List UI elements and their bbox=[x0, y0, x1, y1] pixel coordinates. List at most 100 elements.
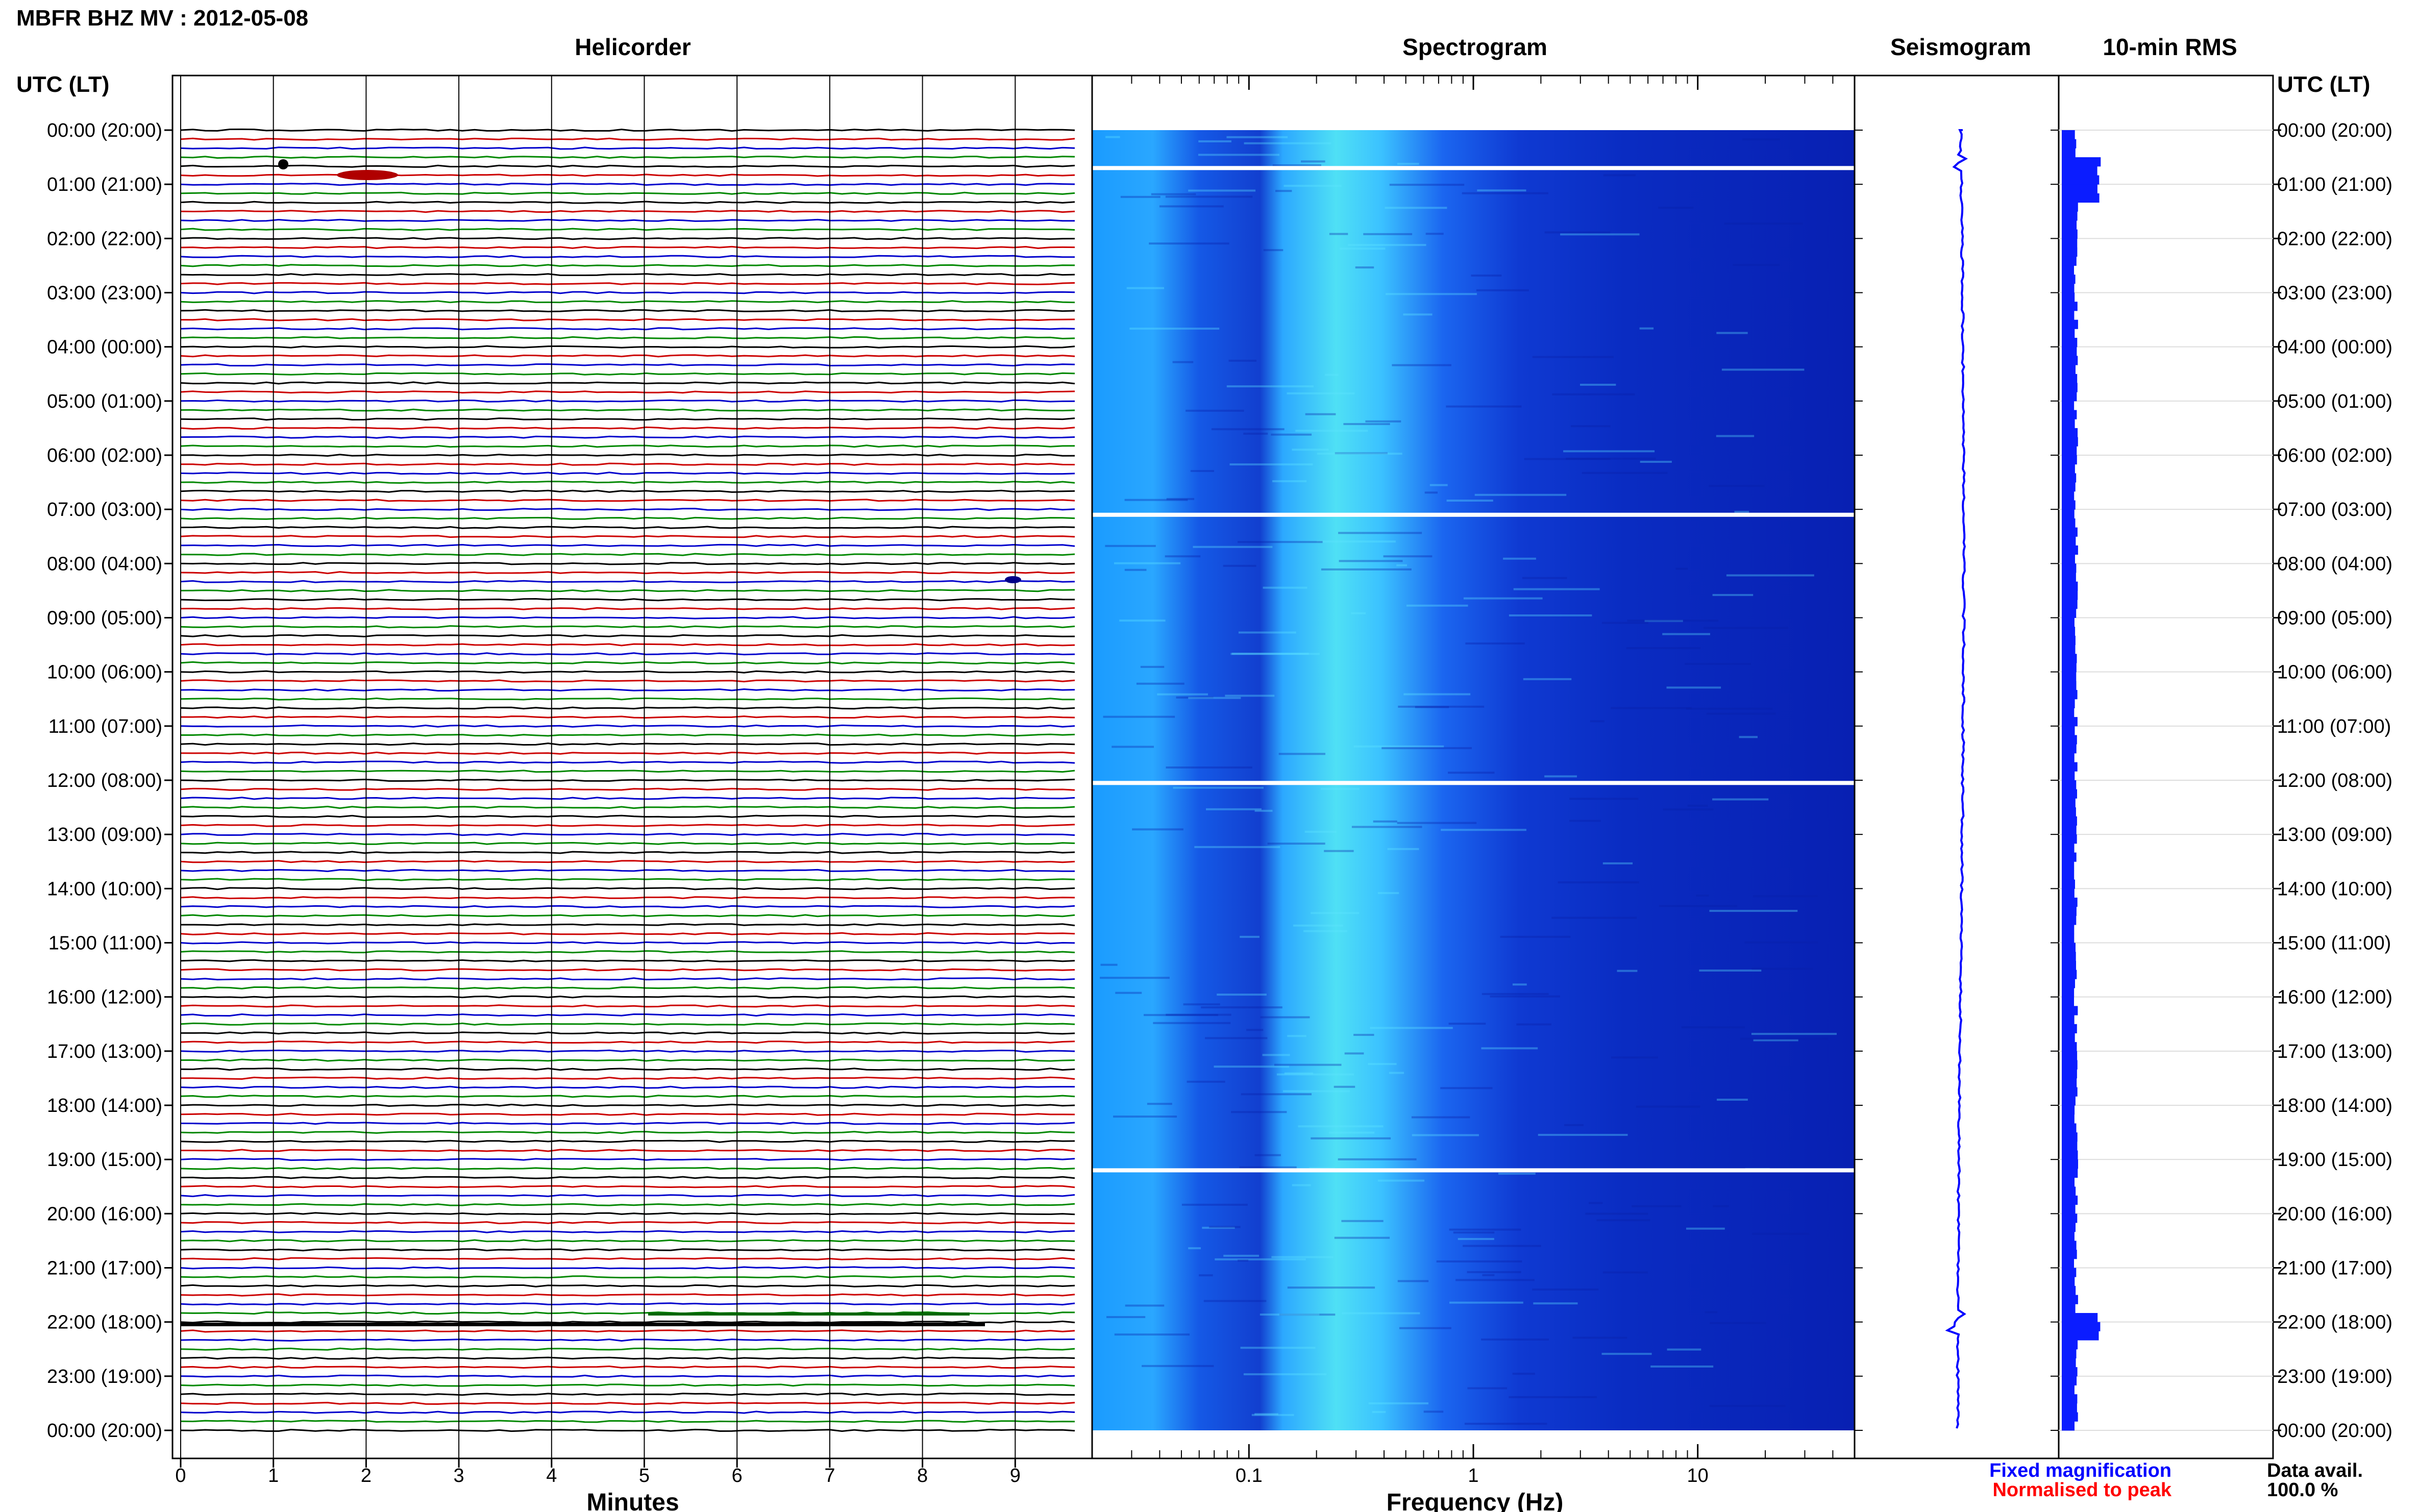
rms-bar bbox=[2062, 563, 2077, 573]
rms-bar bbox=[2062, 771, 2075, 781]
spectrogram-streak bbox=[1223, 564, 1256, 567]
rms-bar bbox=[2062, 735, 2077, 745]
helicorder-trace-line bbox=[180, 580, 1075, 583]
helicorder-trace-line bbox=[180, 1167, 1075, 1170]
spectrogram-streak bbox=[1103, 715, 1175, 718]
spectrogram-streak bbox=[1251, 1414, 1294, 1416]
spectrogram-streak bbox=[1225, 695, 1275, 697]
spectrogram-streak bbox=[1471, 275, 1502, 277]
helicorder-trace-line bbox=[180, 417, 1075, 421]
helicorder-trace-line bbox=[180, 191, 1075, 195]
spectrogram-streak bbox=[1709, 485, 1765, 487]
helicorder-trace-line bbox=[180, 805, 1075, 809]
spectrogram-streak bbox=[1254, 1413, 1278, 1416]
rms-bar bbox=[2062, 663, 2077, 673]
spectrogram-streak bbox=[1372, 1411, 1386, 1413]
spectrogram-streak bbox=[1403, 313, 1433, 316]
helicorder-trace-line bbox=[180, 408, 1075, 412]
spectrogram-streak bbox=[1124, 568, 1147, 571]
rms-bar bbox=[2062, 383, 2078, 392]
helicorder-trace-line bbox=[180, 1365, 1075, 1369]
frequency-tick-label: 0.1 bbox=[1236, 1465, 1263, 1486]
spectrogram-streak bbox=[1240, 1347, 1316, 1349]
spectrogram-streak bbox=[1370, 1027, 1453, 1029]
spectrogram-streak bbox=[1320, 788, 1360, 790]
spectrogram-streak bbox=[1132, 828, 1183, 831]
spectrogram-streak bbox=[1516, 1023, 1551, 1026]
spectrogram-streak bbox=[1226, 136, 1288, 138]
helicorder-trace-line bbox=[180, 499, 1075, 502]
frequency-tick-label: 10 bbox=[1687, 1465, 1709, 1486]
left-time-label: 15:00 (11:00) bbox=[48, 933, 162, 954]
rms-bar bbox=[2062, 491, 2075, 501]
spectrogram-streak bbox=[1650, 1365, 1714, 1368]
spectrogram-streak bbox=[1275, 190, 1292, 192]
spectrogram-streak bbox=[1686, 1227, 1725, 1230]
rms-bar bbox=[2062, 852, 2077, 862]
minute-tick-label: 8 bbox=[917, 1465, 928, 1486]
helicorder-trace-line bbox=[180, 535, 1075, 538]
helicorder-trace-line bbox=[180, 508, 1075, 511]
rms-bar bbox=[2062, 690, 2078, 700]
rms-bar bbox=[2062, 518, 2076, 528]
spectrogram-streak bbox=[1449, 1228, 1521, 1231]
helicorder-trace-line bbox=[180, 589, 1075, 592]
spectrogram-streak bbox=[1144, 1014, 1218, 1017]
spectrogram-streak bbox=[1389, 1072, 1404, 1074]
spectrogram-streak bbox=[1644, 619, 1683, 622]
spectrogram-gap bbox=[1092, 512, 1855, 517]
spectrogram-streak bbox=[1119, 619, 1166, 622]
spectrogram-streak bbox=[1173, 786, 1264, 789]
helicorder-trace-line bbox=[180, 282, 1075, 285]
spectrogram-streak bbox=[1271, 1256, 1334, 1258]
helicorder-trace-line bbox=[180, 1410, 1075, 1414]
spectrogram-streak bbox=[1230, 653, 1320, 655]
helicorder-trace-line bbox=[180, 1058, 1075, 1062]
spectrogram-streak bbox=[1458, 1238, 1494, 1240]
spectrogram-streak bbox=[1292, 449, 1329, 451]
right-time-label: 17:00 (13:00) bbox=[2277, 1041, 2392, 1062]
helicorder-trace-line bbox=[180, 724, 1075, 728]
spectrogram-streak bbox=[1602, 862, 1633, 864]
helicorder-trace-line bbox=[180, 824, 1075, 827]
helicorder-trace-line bbox=[180, 1428, 1075, 1432]
spectrogram-streak bbox=[1355, 266, 1374, 269]
helicorder-trace-line bbox=[180, 598, 1075, 602]
spectrogram-streak bbox=[1188, 189, 1256, 192]
spectrogram-streak bbox=[1309, 1167, 1335, 1170]
helicorder-trace-line bbox=[180, 1049, 1075, 1053]
helicorder-trace-line bbox=[180, 381, 1075, 385]
right-time-label: 02:00 (22:00) bbox=[2277, 228, 2392, 250]
spectrogram-streak bbox=[1335, 452, 1388, 455]
left-time-label: 20:00 (16:00) bbox=[47, 1203, 162, 1225]
helicorder-trace-line bbox=[180, 571, 1075, 575]
rms-bar bbox=[2062, 1223, 2076, 1232]
spectrogram-streak bbox=[1267, 842, 1325, 845]
spectrogram-streak bbox=[1425, 233, 1444, 235]
spectrogram-streak bbox=[1617, 970, 1638, 972]
helicorder-trace-line bbox=[180, 679, 1075, 683]
spectrogram-streak bbox=[1262, 1054, 1290, 1056]
helicorder-trace-line bbox=[181, 1031, 1075, 1035]
rms-bar bbox=[2062, 1195, 2078, 1205]
helicorder-trace-line bbox=[180, 914, 1075, 918]
helicorder-trace-line bbox=[180, 616, 1075, 619]
spectrogram-streak bbox=[1159, 205, 1224, 208]
left-time-label: 13:00 (09:00) bbox=[47, 824, 162, 846]
spectrogram-streak bbox=[1351, 826, 1422, 828]
helicorder-trace-line bbox=[180, 787, 1075, 791]
rms-bar bbox=[2062, 1385, 2075, 1395]
spectrogram-streak bbox=[1482, 993, 1549, 995]
helicorder-trace-line bbox=[180, 1040, 1075, 1044]
spectrogram-streak bbox=[1512, 983, 1527, 986]
minutes-axis: 0 1 2 3 4 5 6 7 8 9 bbox=[175, 1458, 1021, 1486]
spectrogram-streak bbox=[1140, 665, 1165, 668]
helicorder-trace-line bbox=[180, 1266, 1075, 1270]
rms-bar bbox=[2062, 645, 2076, 654]
spectrogram-streak bbox=[1392, 364, 1451, 366]
spectrogram-streak bbox=[1298, 1125, 1384, 1128]
helicorder-event-mark bbox=[337, 170, 398, 180]
spectrogram-streak bbox=[1209, 1226, 1241, 1228]
rms-bar bbox=[2062, 879, 2075, 889]
